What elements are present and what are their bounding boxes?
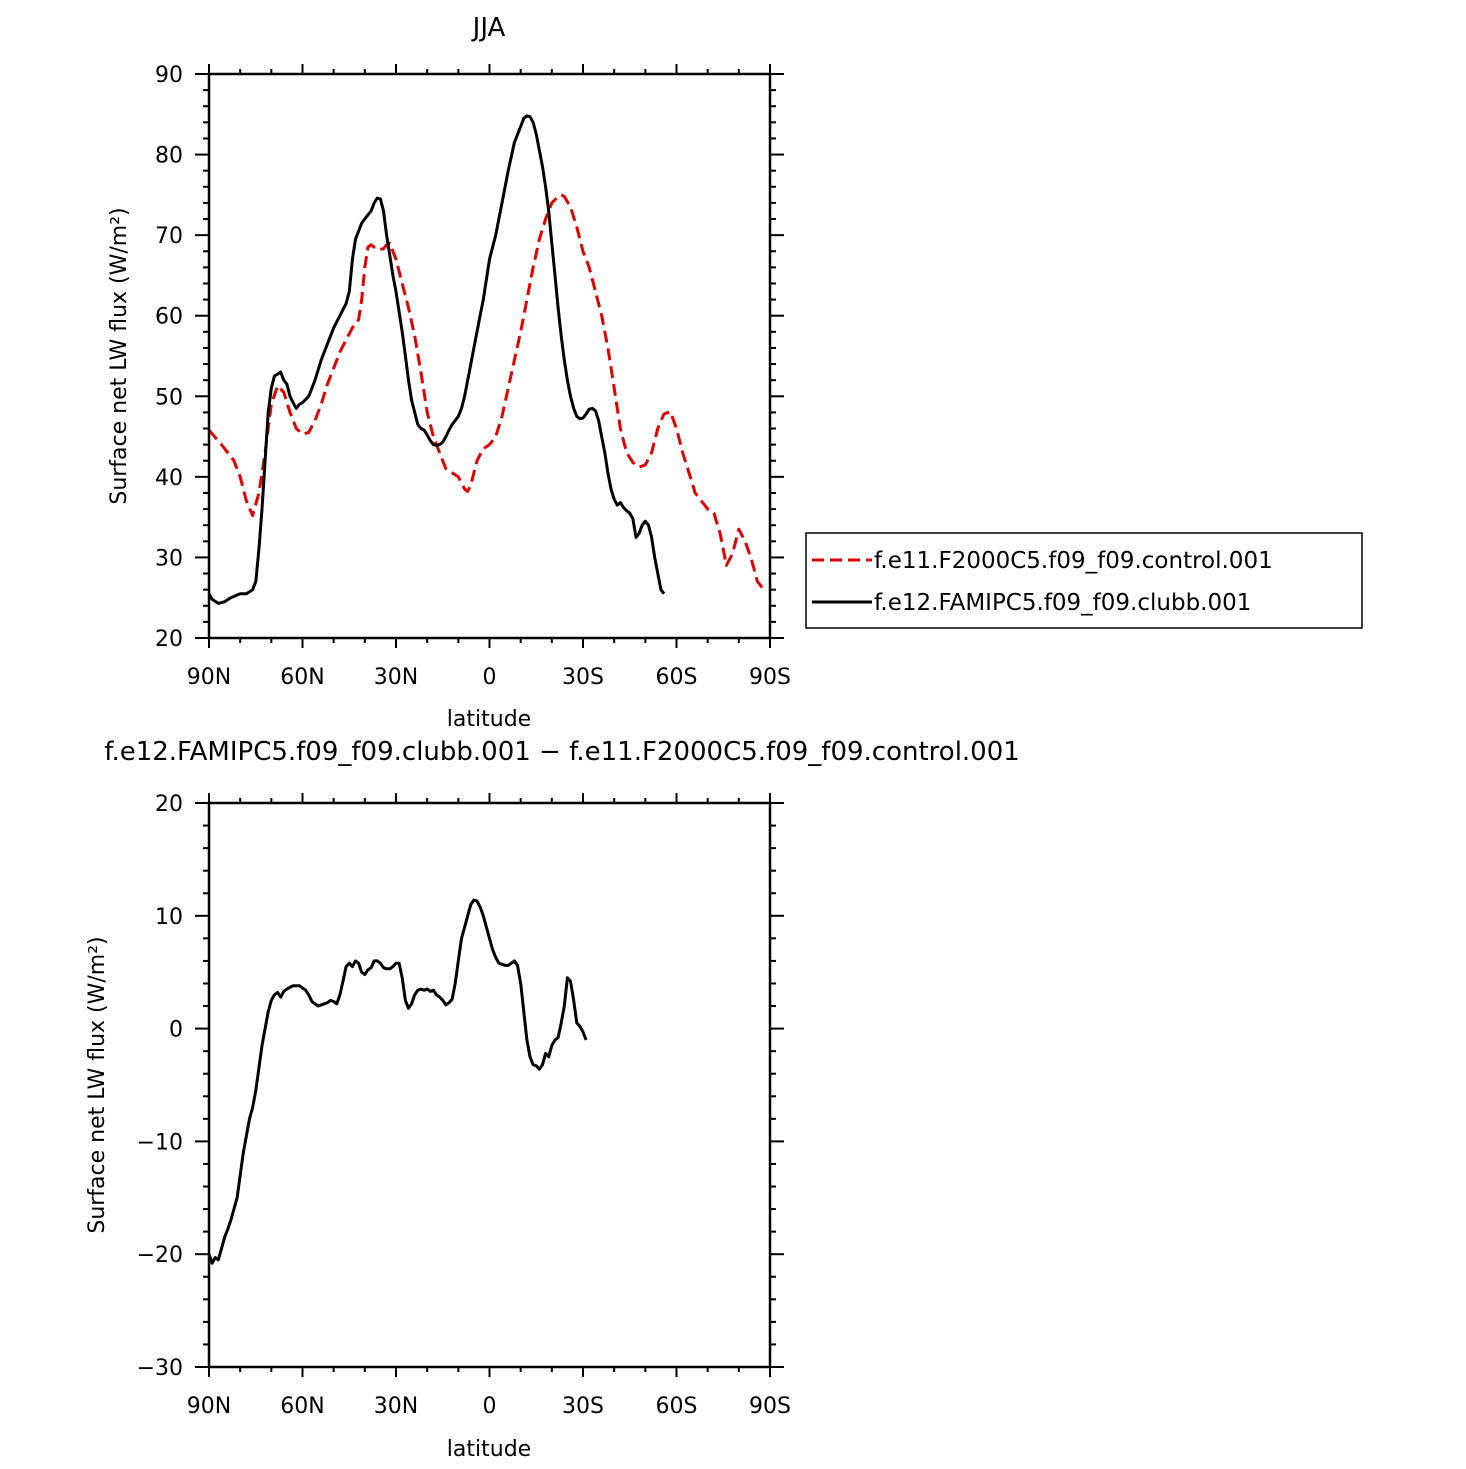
top-y-axis-title: Surface net LW flux (W/m²) xyxy=(107,207,132,504)
legend-label-control: f.e11.F2000C5.f09_f09.control.001 xyxy=(874,548,1273,574)
top-y-tick-label: 60 xyxy=(155,305,183,330)
top-y-tick-label: 80 xyxy=(155,144,183,169)
bottom-y-axis-title: Surface net LW flux (W/m²) xyxy=(85,936,110,1233)
top-x-tick-label: 90N xyxy=(187,665,231,690)
top-x-tick-label: 60N xyxy=(280,665,324,690)
bottom-x-tick-label: 90S xyxy=(749,1394,791,1419)
bottom-panel: f.e12.FAMIPC5.f09_f09.clubb.001 − f.e11.… xyxy=(85,737,1020,1462)
bottom-axes: 90N 60N 30N 0 30S 60S 90S −30 −20 −10 0 10 20 xyxy=(137,792,791,1419)
top-y-tick-label: 50 xyxy=(155,385,183,410)
bottom-x-tick-label: 30S xyxy=(562,1394,604,1419)
bottom-y-tick-label: 20 xyxy=(155,792,183,817)
bottom-x-tick-label: 30N xyxy=(374,1394,418,1419)
bottom-y-tick-label: 0 xyxy=(169,1018,183,1043)
bottom-x-tick-label: 60S xyxy=(656,1394,698,1419)
bottom-y-tick-label: 10 xyxy=(155,905,183,930)
bottom-series-group xyxy=(207,898,588,1265)
bottom-y-tick-label: −10 xyxy=(137,1130,183,1155)
top-y-tick-label: 90 xyxy=(155,63,183,88)
bottom-x-tick-label: 60N xyxy=(280,1394,324,1419)
top-x-tick-label: 30N xyxy=(374,665,418,690)
top-y-tick-label: 20 xyxy=(155,627,183,652)
top-series-group xyxy=(207,114,765,605)
bottom-series-line-0 xyxy=(207,898,588,1265)
top-series-line-1 xyxy=(207,114,666,605)
top-y-tick-label: 30 xyxy=(155,546,183,571)
top-axes: 90N 60N 30N 0 30S 60S 90S 20 30 40 50 60 70 80 90 xyxy=(155,63,791,690)
top-x-tick-label: 90S xyxy=(749,665,791,690)
legend-label-clubb: f.e12.FAMIPC5.f09_f09.clubb.001 xyxy=(874,590,1251,616)
bottom-plot-frame xyxy=(207,801,772,1369)
legend-box xyxy=(805,532,1363,629)
top-x-tick-label: 30S xyxy=(562,665,604,690)
top-x-axis-title: latitude xyxy=(447,707,531,732)
bottom-x-tick-label: 0 xyxy=(483,1394,497,1419)
top-y-tick-label: 40 xyxy=(155,466,183,491)
top-series-line-0 xyxy=(207,193,765,591)
top-panel: JJA 90N 60N 30N 0 30S 60S 90S2030405060708090 … xyxy=(107,13,791,732)
bottom-y-tick-label: −20 xyxy=(137,1243,183,1268)
legend: f.e11.F2000C5.f09_f09.control.001 f.e12.… xyxy=(805,532,1363,629)
bottom-y-tick-label: −30 xyxy=(137,1356,183,1381)
top-x-tick-label: 0 xyxy=(483,665,497,690)
top-x-tick-label: 60S xyxy=(656,665,698,690)
bottom-x-axis-title: latitude xyxy=(447,1437,531,1462)
top-plot-frame xyxy=(207,72,772,640)
bottom-chart-title: f.e12.FAMIPC5.f09_f09.clubb.001 − f.e11.… xyxy=(104,737,1020,767)
bottom-x-tick-label: 90N xyxy=(187,1394,231,1419)
top-y-tick-label: 70 xyxy=(155,224,183,249)
top-chart-title: JJA xyxy=(471,13,506,43)
